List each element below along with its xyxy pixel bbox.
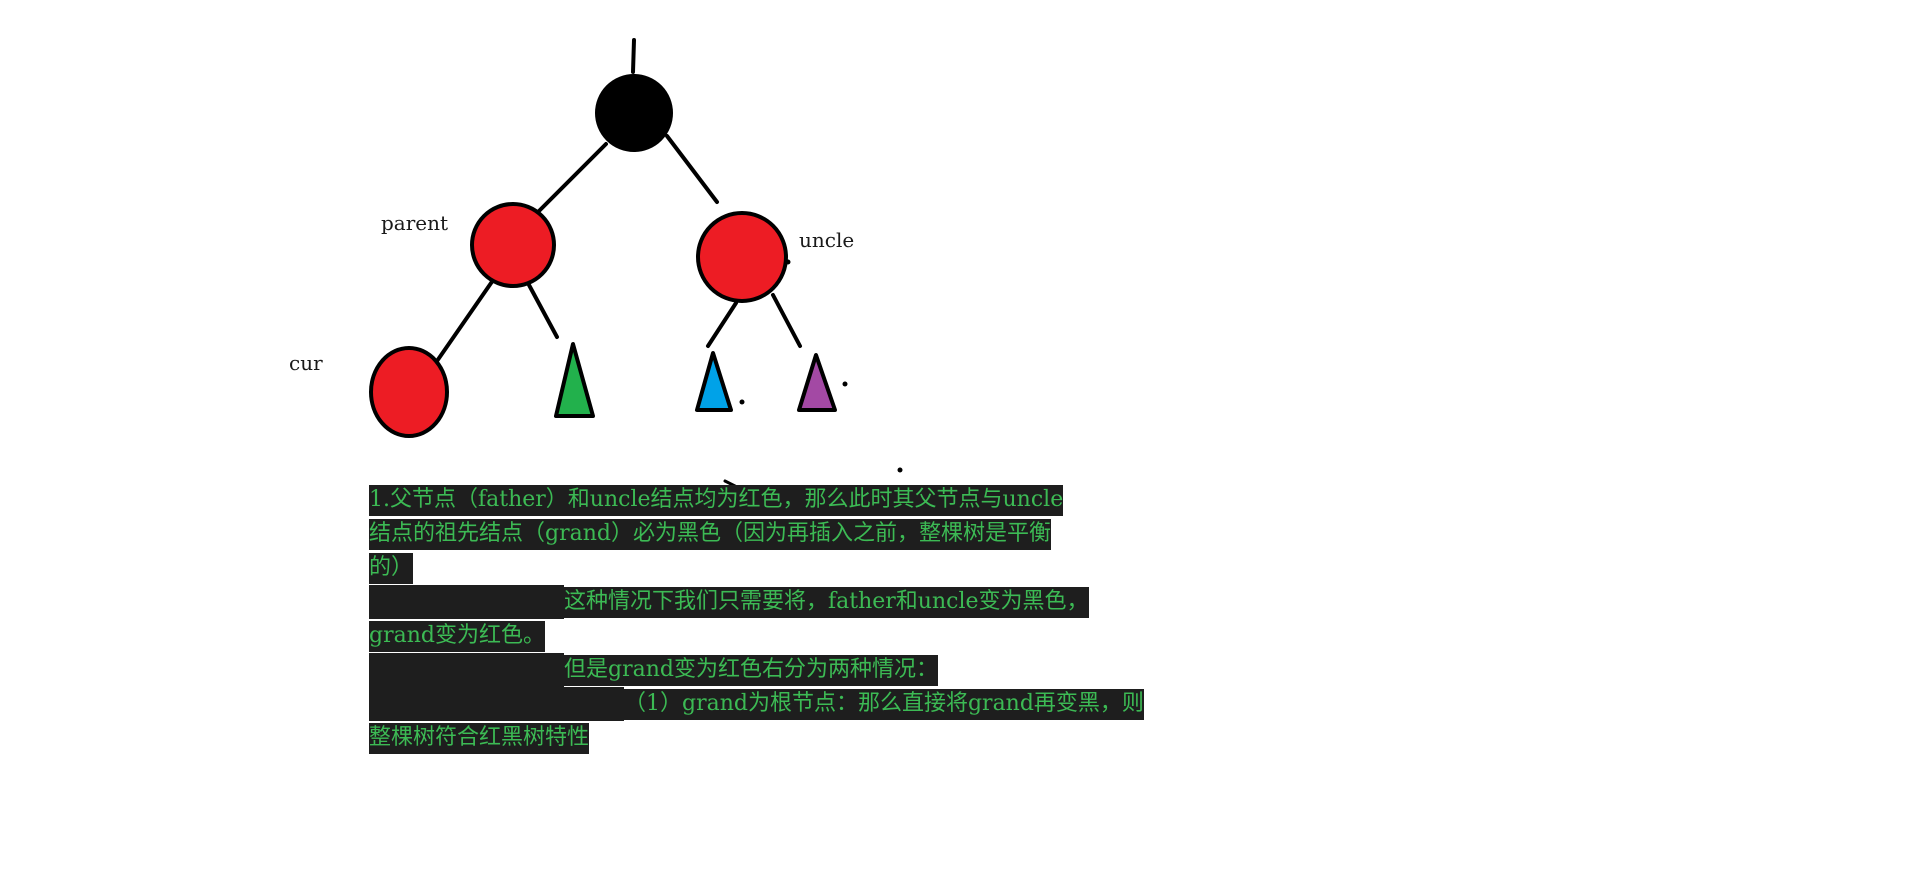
edge-parent-cur — [435, 271, 500, 363]
stray-dot — [739, 399, 745, 405]
edge-root-top — [631, 38, 636, 74]
text-line: 但是grand变为红色右分为两种情况： — [369, 653, 1229, 687]
edge-uncle-blue — [706, 301, 738, 348]
text-line: 这种情况下我们只需要将，father和uncle变为黑色， — [369, 585, 1229, 619]
uncle-label: uncle — [799, 228, 855, 252]
stray-dot — [842, 381, 848, 387]
text-line: 整棵树符合红黑树特性 — [369, 721, 1229, 755]
edge-parent-green — [527, 283, 559, 339]
text-line-4: 这种情况下我们只需要将，father和uncle变为黑色， — [564, 587, 1089, 618]
grand-node — [595, 74, 673, 152]
stray-dot — [785, 259, 791, 265]
subtree-purple-triangle — [797, 353, 837, 412]
text-line: 1.父节点（father）和uncle结点均为红色，那么此时其父节点与uncle — [369, 483, 1229, 517]
edge-uncle-purple — [771, 293, 802, 348]
uncle-node — [696, 211, 788, 303]
text-line-8: 整棵树符合红黑树特性 — [369, 723, 590, 754]
parent-label: parent — [381, 211, 449, 235]
text-line-2: 结点的祖先结点（grand）必为黑色（因为再插入之前，整棵树是平衡 — [369, 519, 1051, 550]
indent — [369, 585, 564, 619]
subtree-green-triangle — [554, 342, 595, 418]
subtree-blue-triangle — [695, 351, 733, 412]
indent — [369, 653, 564, 687]
text-line-1: 1.父节点（father）和uncle结点均为红色，那么此时其父节点与uncle — [369, 485, 1064, 516]
text-line-5: grand变为红色。 — [369, 621, 545, 652]
text-line-3: 的） — [369, 553, 414, 584]
edge-grand-parent — [534, 142, 608, 216]
text-line: 的） — [369, 551, 1229, 585]
text-line: （1）grand为根节点：那么直接将grand再变黑，则 — [369, 687, 1229, 721]
text-line-7: （1）grand为根节点：那么直接将grand再变黑，则 — [624, 689, 1144, 720]
text-line: grand变为红色。 — [369, 619, 1229, 653]
explanation-text: 1.父节点（father）和uncle结点均为红色，那么此时其父节点与uncle… — [369, 483, 1229, 755]
cur-node — [369, 346, 449, 438]
text-line: 结点的祖先结点（grand）必为黑色（因为再插入之前，整棵树是平衡 — [369, 517, 1229, 551]
indent — [369, 687, 624, 721]
cur-label: cur — [289, 351, 323, 375]
stray-dot — [897, 467, 903, 473]
edge-grand-uncle — [665, 134, 719, 204]
text-line-6: 但是grand变为红色右分为两种情况： — [564, 655, 938, 686]
parent-node — [470, 202, 556, 288]
